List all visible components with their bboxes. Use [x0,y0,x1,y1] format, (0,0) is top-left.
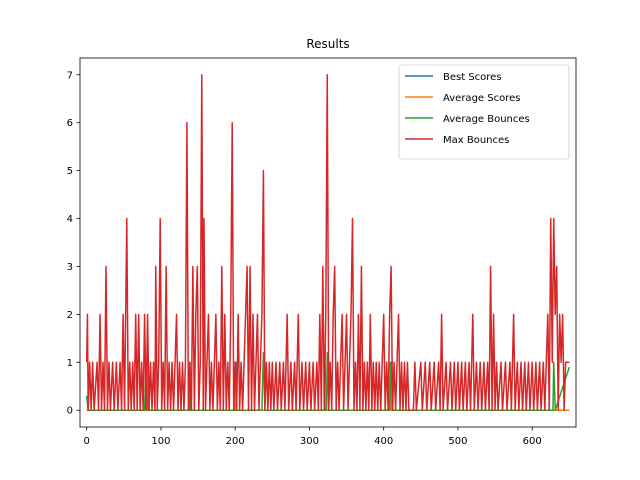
plot-frame [79,57,577,428]
plot-area [85,74,571,411]
x-tick-label: 300 [300,436,319,447]
x-tick-label: 100 [151,436,170,447]
y-tick-label: 4 [67,214,73,225]
legend: Best Scores Average Scores Average Bounces… [398,64,570,160]
legend-label: Average Scores [443,93,520,104]
series-line-max-bounces [85,74,570,411]
x-tick-label: 500 [448,436,467,447]
x-tick-label: 200 [226,436,245,447]
chart-title: Results [306,37,349,51]
legend-box [398,64,570,160]
axes: 0 100 200 300 400 500 600 0 1 2 3 4 5 6 7 [67,57,577,447]
legend-label: Average Bounces [443,114,530,125]
y-tick-label: 1 [67,358,73,369]
y-tick-label: 5 [67,166,73,177]
y-tick-label: 2 [67,310,73,321]
y-tick-label: 0 [67,406,73,417]
legend-label: Max Bounces [443,135,509,146]
y-tick-label: 7 [67,70,73,81]
x-tick-label: 600 [523,436,542,447]
y-tick-label: 3 [67,262,73,273]
legend-label: Best Scores [443,72,502,83]
x-tick-label: 0 [83,436,89,447]
y-tick-label: 6 [67,118,73,129]
x-tick-label: 400 [374,436,393,447]
